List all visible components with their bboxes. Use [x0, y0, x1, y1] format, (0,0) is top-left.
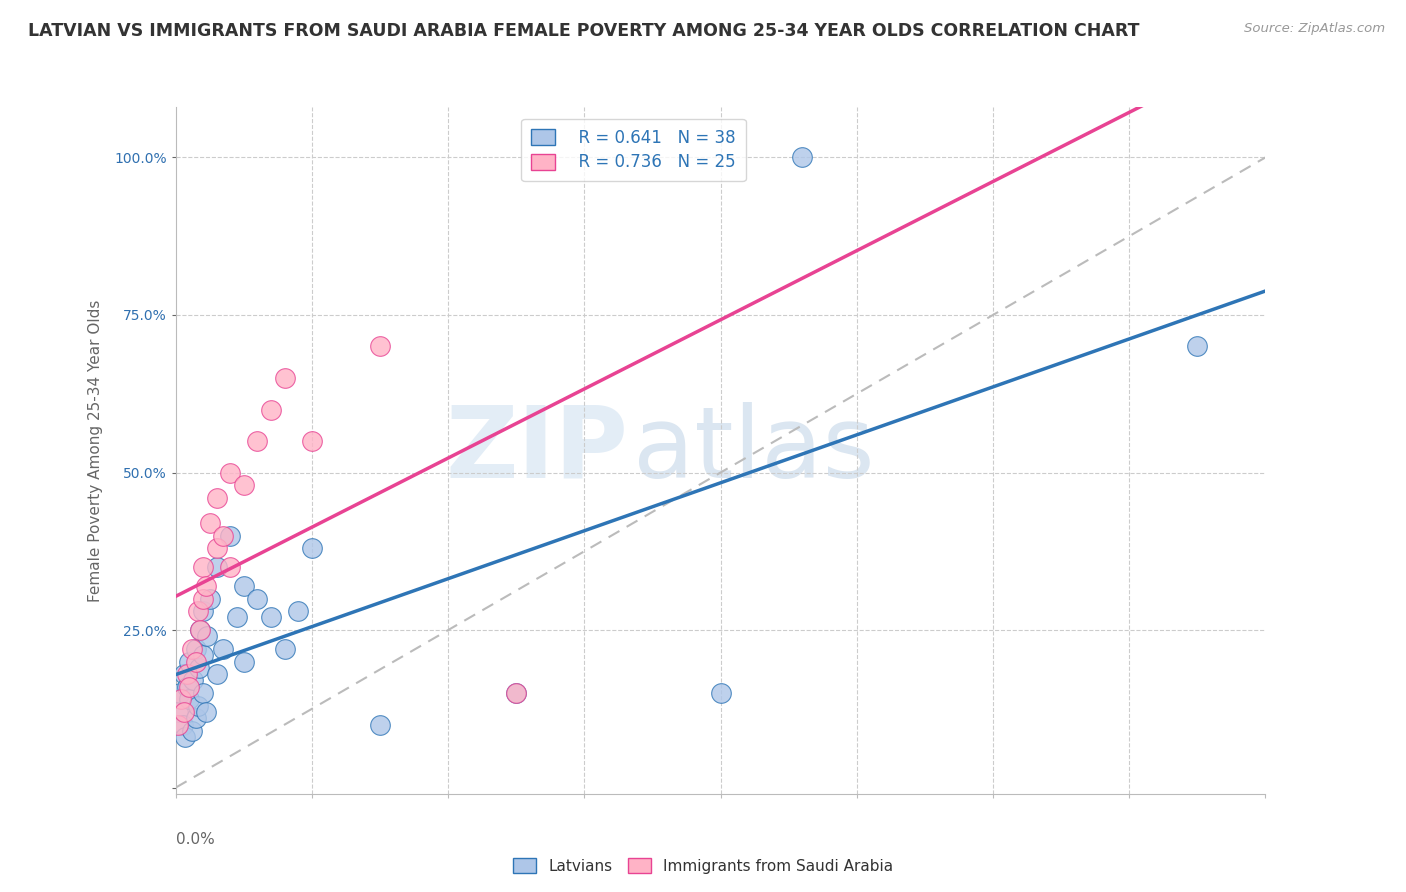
- Text: atlas: atlas: [633, 402, 875, 499]
- Point: [169, 686, 191, 700]
- Legend: Latvians, Immigrants from Saudi Arabia: Latvians, Immigrants from Saudi Arabia: [508, 852, 898, 880]
- Point: [188, 623, 211, 637]
- Point: [179, 680, 201, 694]
- Point: [181, 723, 204, 738]
- Point: [173, 705, 195, 719]
- Point: [174, 730, 197, 744]
- Point: [232, 478, 254, 492]
- Text: LATVIAN VS IMMIGRANTS FROM SAUDI ARABIA FEMALE POVERTY AMONG 25-34 YEAR OLDS COR: LATVIAN VS IMMIGRANTS FROM SAUDI ARABIA …: [28, 22, 1140, 40]
- Point: [274, 642, 297, 657]
- Point: [186, 655, 208, 669]
- Point: [205, 667, 228, 681]
- Point: [191, 560, 214, 574]
- Text: 0.0%: 0.0%: [176, 831, 215, 847]
- Point: [194, 705, 217, 719]
- Point: [191, 591, 214, 606]
- Point: [179, 655, 201, 669]
- Point: [186, 642, 208, 657]
- Point: [170, 692, 193, 706]
- Point: [186, 711, 208, 725]
- Point: [186, 698, 209, 713]
- Point: [191, 686, 214, 700]
- Point: [232, 655, 254, 669]
- Point: [188, 623, 211, 637]
- Point: [205, 491, 228, 505]
- Point: [205, 541, 228, 555]
- Point: [246, 434, 269, 448]
- Point: [246, 591, 269, 606]
- Point: [368, 717, 391, 731]
- Point: [198, 591, 221, 606]
- Point: [191, 604, 214, 618]
- Point: [287, 604, 309, 618]
- Point: [260, 610, 283, 624]
- Point: [176, 667, 198, 681]
- Point: [183, 673, 205, 688]
- Point: [198, 516, 221, 530]
- Point: [167, 705, 190, 719]
- Point: [219, 560, 242, 574]
- Point: [195, 629, 218, 643]
- Point: [191, 648, 214, 663]
- Point: [173, 667, 195, 681]
- Point: [232, 579, 254, 593]
- Point: [505, 686, 527, 700]
- Point: [792, 151, 814, 165]
- Point: [212, 642, 235, 657]
- Point: [301, 541, 323, 555]
- Point: [181, 642, 204, 657]
- Point: [301, 434, 323, 448]
- Point: [260, 402, 283, 417]
- Point: [167, 717, 190, 731]
- Point: [194, 579, 217, 593]
- Point: [710, 686, 733, 700]
- Point: [186, 604, 209, 618]
- Point: [205, 560, 228, 574]
- Y-axis label: Female Poverty Among 25-34 Year Olds: Female Poverty Among 25-34 Year Olds: [89, 300, 103, 601]
- Point: [219, 466, 242, 480]
- Point: [172, 717, 194, 731]
- Text: Source: ZipAtlas.com: Source: ZipAtlas.com: [1244, 22, 1385, 36]
- Point: [212, 528, 235, 542]
- Legend:   R = 0.641   N = 38,   R = 0.736   N = 25: R = 0.641 N = 38, R = 0.736 N = 25: [522, 119, 745, 181]
- Point: [1187, 339, 1209, 353]
- Point: [274, 371, 297, 385]
- Point: [505, 686, 527, 700]
- Text: ZIP: ZIP: [446, 402, 628, 499]
- Point: [219, 528, 242, 542]
- Point: [226, 610, 249, 624]
- Point: [368, 339, 391, 353]
- Point: [176, 680, 198, 694]
- Point: [179, 692, 201, 706]
- Point: [187, 661, 209, 675]
